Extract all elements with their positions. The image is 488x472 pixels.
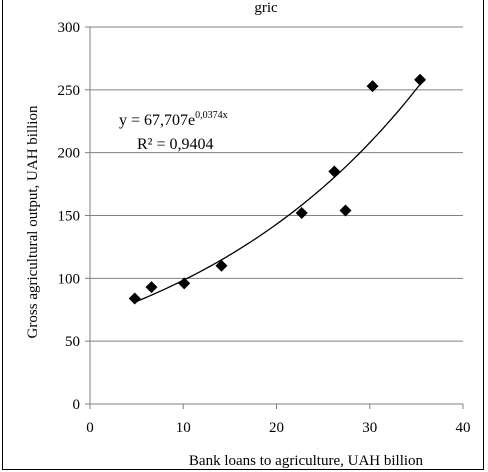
data-point-5 [295,206,308,219]
data-point-8 [366,80,379,93]
y-tick-label-300: 300 [58,20,81,36]
top-cropped-text: gric [254,0,278,16]
x-tick-label-0: 0 [86,420,94,436]
y-tick-label-0: 0 [73,397,81,413]
data-points [128,73,427,305]
y-tick-label-150: 150 [58,209,81,225]
y-tick-label-100: 100 [58,271,81,287]
y-tick-label-200: 200 [58,146,81,162]
gridlines [85,26,463,405]
y-axis-title: Gross agricultural output, UAH billion [25,105,41,338]
x-axis-title: Bank loans to agriculture, UAH billion [189,453,424,469]
y-tick-label-50: 50 [65,334,80,350]
data-point-7 [339,204,352,217]
x-tick-label-30: 30 [362,420,377,436]
r-squared-label: R² = 0,9404 [137,136,214,153]
trend-equation-exponent: 0,0374x [195,110,228,121]
y-tick-labels: 0 50 100 150 200 250 300 [58,20,81,413]
data-point-2 [145,281,158,294]
y-tick-label-250: 250 [58,83,81,99]
x-tick-label-40: 40 [456,420,471,436]
x-tick-label-10: 10 [176,420,191,436]
data-point-9 [414,73,427,86]
x-tick-labels: 0 10 20 30 40 [86,420,470,436]
trend-equation: y = 67,707e0,0374x [119,110,228,129]
trend-equation-base: y = 67,707e [119,112,195,129]
data-point-1 [128,292,141,305]
x-tick-label-20: 20 [269,420,284,436]
data-point-6 [328,165,341,178]
axes [89,27,464,409]
data-point-4 [215,259,228,272]
data-point-3 [178,277,191,290]
